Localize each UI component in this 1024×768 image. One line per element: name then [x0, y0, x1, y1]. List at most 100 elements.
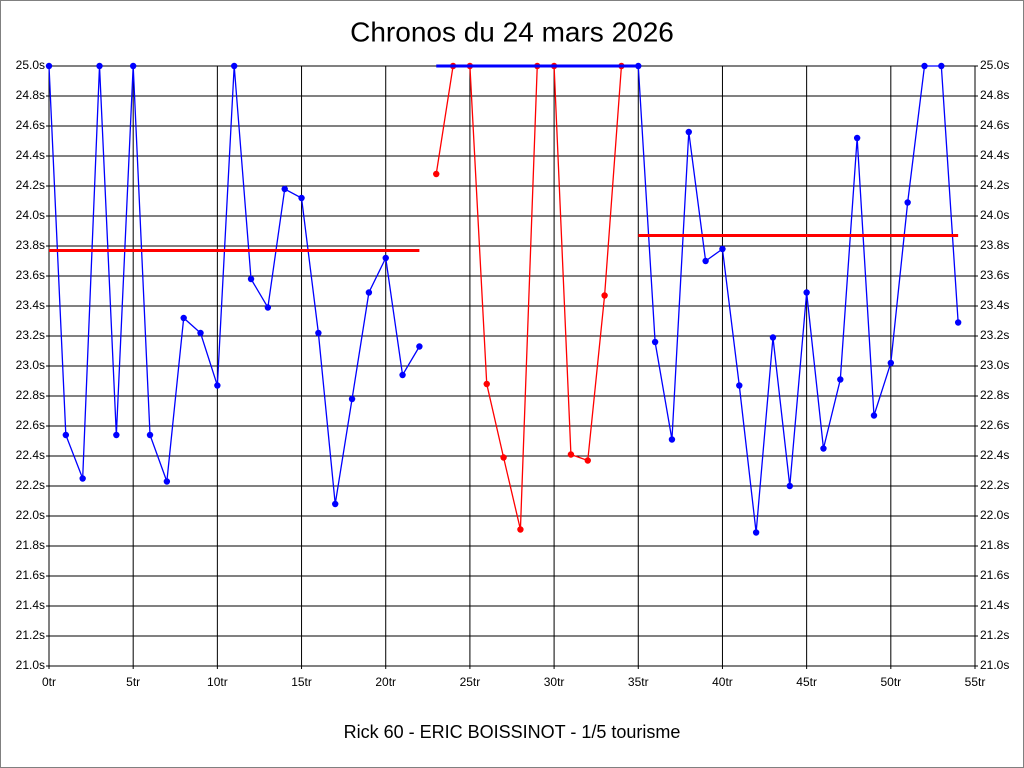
y-tick-label: 23.0s — [16, 358, 45, 372]
y-tick-label: 24.0s — [16, 208, 45, 222]
point — [129, 62, 137, 70]
x-tick-label: 40tr — [712, 675, 733, 689]
point — [197, 329, 204, 337]
point — [62, 431, 70, 439]
y2-tick-label: 24.8s — [980, 88, 1009, 102]
y2-tick-label: 21.4s — [980, 598, 1009, 612]
y-tick-label: 23.8s — [16, 238, 45, 252]
point — [870, 412, 878, 419]
y-tick-label: 22.4s — [16, 448, 45, 462]
point — [887, 359, 895, 367]
x-tick-label: 0tr — [42, 675, 56, 689]
point — [483, 380, 490, 388]
y2-tick-label: 23.6s — [980, 268, 1009, 282]
y2-tick-label: 23.2s — [980, 328, 1009, 342]
y2-tick-label: 24.2s — [980, 178, 1009, 192]
y2-tick-label: 22.8s — [980, 388, 1009, 402]
point — [584, 457, 591, 464]
x-tick-label: 25tr — [460, 675, 481, 689]
point — [45, 62, 53, 70]
y-tick-label: 23.2s — [16, 328, 45, 342]
y-tick-label: 21.2s — [16, 628, 45, 642]
point — [567, 451, 575, 458]
y2-tick-label: 21.0s — [980, 658, 1009, 672]
y-tick-label: 22.2s — [16, 478, 45, 492]
y-tick-label: 24.8s — [16, 88, 45, 102]
x-tick-label: 20tr — [375, 675, 396, 689]
x-tick-label: 55tr — [965, 675, 986, 689]
y2-tick-label: 21.6s — [980, 568, 1009, 582]
point — [685, 128, 692, 136]
x-tick-label: 35tr — [628, 675, 649, 689]
chart-subtitle: Rick 60 - ERIC BOISSINOT - 1/5 tourisme — [344, 722, 681, 742]
point — [820, 445, 827, 452]
x-tick-label: 30tr — [544, 675, 565, 689]
point — [433, 170, 440, 178]
point — [651, 338, 659, 346]
point — [954, 319, 962, 326]
point — [752, 529, 760, 536]
y-tick-label: 23.4s — [16, 298, 45, 312]
y-tick-label: 25.0s — [16, 58, 45, 72]
point — [719, 245, 726, 253]
y2-tick-label: 23.8s — [980, 238, 1009, 252]
y-tick-label: 21.0s — [16, 658, 45, 672]
point — [163, 478, 171, 485]
x-tick-label: 10tr — [207, 675, 228, 689]
point — [904, 199, 911, 206]
point — [298, 194, 305, 202]
point — [281, 185, 288, 193]
y2-tick-label: 22.0s — [980, 508, 1009, 522]
point — [79, 475, 86, 482]
y-tick-label: 22.8s — [16, 388, 45, 402]
y-tick-label: 22.0s — [16, 508, 45, 522]
point — [382, 254, 389, 262]
point — [247, 275, 255, 283]
y-tick-label: 24.4s — [16, 148, 45, 162]
point — [853, 134, 861, 142]
y2-tick-label: 22.2s — [980, 478, 1009, 492]
point — [315, 329, 322, 337]
point — [348, 395, 356, 403]
point — [702, 257, 709, 265]
point — [769, 334, 777, 341]
y2-tick-label: 21.2s — [980, 628, 1009, 642]
point — [365, 289, 373, 296]
point — [96, 62, 103, 70]
series-line — [637, 65, 959, 533]
point — [264, 304, 272, 311]
point — [146, 431, 154, 439]
point — [399, 371, 406, 379]
point — [601, 292, 608, 299]
chart-title: Chronos du 24 mars 2026 — [350, 16, 674, 47]
point — [668, 436, 676, 443]
y2-tick-label: 24.6s — [980, 118, 1009, 132]
x-tick-label: 50tr — [880, 675, 901, 689]
point — [214, 382, 221, 389]
point — [736, 382, 743, 389]
y-tick-label: 21.4s — [16, 598, 45, 612]
y-tick-label: 24.2s — [16, 178, 45, 192]
y-tick-label: 23.6s — [16, 268, 45, 282]
y2-tick-label: 25.0s — [980, 58, 1009, 72]
point — [938, 62, 945, 70]
point — [180, 314, 187, 322]
x-tick-label: 5tr — [126, 675, 140, 689]
point — [786, 482, 793, 490]
y2-tick-label: 24.0s — [980, 208, 1009, 222]
y-tick-label: 24.6s — [16, 118, 45, 132]
y2-tick-label: 22.4s — [980, 448, 1009, 462]
y-tick-label: 21.6s — [16, 568, 45, 582]
y2-tick-label: 23.4s — [980, 298, 1009, 312]
point — [113, 431, 120, 439]
point — [416, 343, 423, 350]
x-tick-label: 45tr — [796, 675, 817, 689]
y2-tick-label: 21.8s — [980, 538, 1009, 552]
point — [500, 454, 507, 461]
point — [803, 289, 810, 296]
point — [332, 500, 339, 508]
y-tick-label: 22.6s — [16, 418, 45, 432]
